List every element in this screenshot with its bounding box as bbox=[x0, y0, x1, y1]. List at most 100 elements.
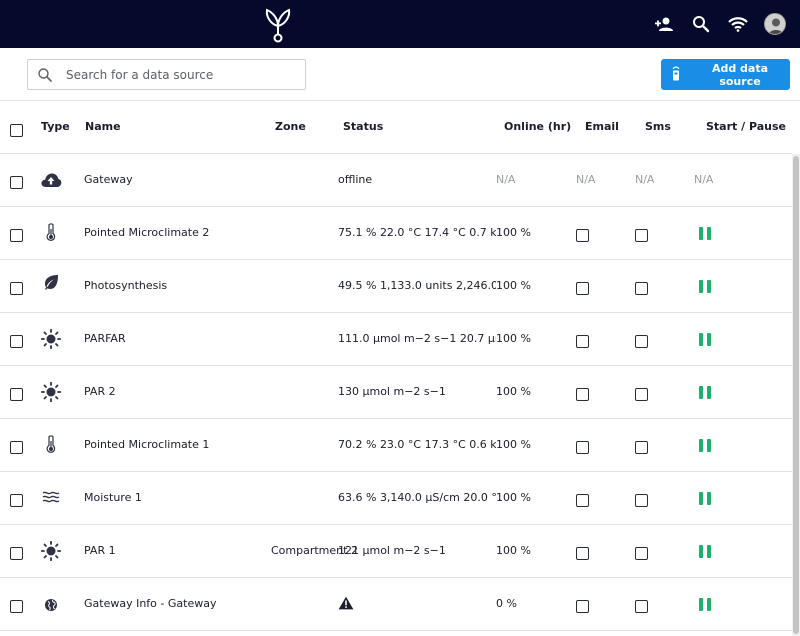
header-sms[interactable]: Sms bbox=[645, 120, 671, 133]
row-name[interactable]: Gateway bbox=[84, 173, 133, 186]
table-row[interactable]: PARFAR 111.0 µmol m−2 s−1 20.7 µm... 100… bbox=[0, 313, 792, 366]
row-name[interactable]: Photosynthesis bbox=[84, 279, 168, 292]
row-online: N/A bbox=[496, 173, 516, 186]
pause-icon[interactable] bbox=[699, 386, 711, 399]
table-row[interactable]: Pointed Microclimate 1 70.2 % 23.0 °C 17… bbox=[0, 419, 792, 472]
row-checkbox[interactable] bbox=[10, 547, 23, 560]
row-checkbox[interactable] bbox=[10, 600, 23, 613]
wifi-icon[interactable] bbox=[727, 13, 749, 35]
row-sms-checkbox[interactable] bbox=[635, 441, 648, 454]
table-header: Type Name Zone Status Online (hr) Email … bbox=[0, 101, 792, 154]
header-status[interactable]: Status bbox=[343, 120, 384, 133]
row-email-checkbox[interactable] bbox=[576, 441, 589, 454]
pause-icon[interactable] bbox=[699, 439, 711, 452]
row-checkbox[interactable] bbox=[10, 388, 23, 401]
cloud-upload-icon bbox=[40, 169, 62, 191]
waves-icon bbox=[40, 486, 62, 508]
table-row[interactable]: PAR 1 Compartment 2 121 µmol m−2 s−1 100… bbox=[0, 525, 792, 578]
select-all-checkbox[interactable] bbox=[10, 124, 23, 137]
scrollbar-thumb[interactable] bbox=[793, 156, 799, 634]
row-status: 49.5 % 1,133.0 units 2,246.0 ... bbox=[338, 279, 496, 292]
header-zone[interactable]: Zone bbox=[275, 120, 306, 133]
row-sms-checkbox[interactable] bbox=[635, 388, 648, 401]
toolbar: Add data source bbox=[0, 48, 800, 101]
row-status: 63.6 % 3,140.0 µS/cm 20.0 °C... bbox=[338, 491, 496, 504]
row-email-checkbox[interactable] bbox=[576, 600, 589, 613]
row-email-checkbox[interactable] bbox=[576, 335, 589, 348]
row-name[interactable]: Gateway Info - Gateway bbox=[84, 597, 217, 610]
sun-icon bbox=[40, 381, 62, 403]
add-data-source-button[interactable]: Add data source bbox=[661, 59, 790, 90]
pause-icon[interactable] bbox=[699, 598, 711, 611]
sun-icon bbox=[40, 328, 62, 350]
table-row[interactable]: Photosynthesis 49.5 % 1,133.0 units 2,24… bbox=[0, 260, 792, 313]
search-icon[interactable] bbox=[690, 13, 712, 35]
table-row[interactable]: Pointed Microclimate 2 75.1 % 22.0 °C 17… bbox=[0, 207, 792, 260]
table-row[interactable]: PAR 2 130 µmol m−2 s−1 100 % bbox=[0, 366, 792, 419]
row-name[interactable]: Moisture 1 bbox=[84, 491, 142, 504]
header-start-pause[interactable]: Start / Pause bbox=[706, 120, 786, 133]
row-name[interactable]: PARFAR bbox=[84, 332, 126, 345]
row-name[interactable]: Pointed Microclimate 2 bbox=[84, 226, 210, 239]
row-sms-checkbox[interactable] bbox=[635, 229, 648, 242]
pause-icon[interactable] bbox=[699, 545, 711, 558]
header-type[interactable]: Type bbox=[41, 120, 70, 133]
thermometer-icon bbox=[40, 221, 62, 243]
row-online: 100 % bbox=[496, 544, 531, 557]
row-email-checkbox[interactable] bbox=[576, 547, 589, 560]
row-status: 75.1 % 22.0 °C 17.4 °C 0.7 kPa... bbox=[338, 226, 496, 239]
search-input[interactable] bbox=[66, 65, 296, 85]
pause-icon[interactable] bbox=[699, 333, 711, 346]
row-sms-checkbox[interactable] bbox=[635, 335, 648, 348]
row-email-checkbox[interactable] bbox=[576, 388, 589, 401]
header-email[interactable]: Email bbox=[585, 120, 619, 133]
row-online: 100 % bbox=[496, 226, 531, 239]
row-email-checkbox[interactable] bbox=[576, 282, 589, 295]
thermometer-icon bbox=[40, 433, 62, 455]
row-checkbox[interactable] bbox=[10, 494, 23, 507]
row-checkbox[interactable] bbox=[10, 229, 23, 242]
row-sms-checkbox[interactable] bbox=[635, 547, 648, 560]
table-row[interactable]: Moisture 1 63.6 % 3,140.0 µS/cm 20.0 °C.… bbox=[0, 472, 792, 525]
row-name[interactable]: PAR 2 bbox=[84, 385, 116, 398]
row-email-checkbox[interactable] bbox=[576, 494, 589, 507]
table-row[interactable]: Gateway Info - Gateway 0 % bbox=[0, 578, 792, 631]
search-icon bbox=[37, 67, 53, 83]
add-user-icon[interactable] bbox=[653, 13, 675, 35]
row-email: N/A bbox=[576, 173, 596, 186]
add-data-source-label: Add data source bbox=[711, 61, 769, 88]
row-online: 100 % bbox=[496, 332, 531, 345]
top-bar bbox=[0, 0, 800, 48]
row-online: 100 % bbox=[496, 438, 531, 451]
avatar[interactable] bbox=[764, 13, 786, 35]
row-online: 0 % bbox=[496, 597, 517, 610]
sun-icon bbox=[40, 540, 62, 562]
row-checkbox[interactable] bbox=[10, 441, 23, 454]
row-name[interactable]: PAR 1 bbox=[84, 544, 116, 557]
row-online: 100 % bbox=[496, 491, 531, 504]
header-name[interactable]: Name bbox=[85, 120, 121, 133]
row-sms-checkbox[interactable] bbox=[635, 494, 648, 507]
leaf-icon bbox=[40, 271, 62, 293]
row-start: N/A bbox=[694, 173, 714, 186]
row-name[interactable]: Pointed Microclimate 1 bbox=[84, 438, 210, 451]
remote-device-icon bbox=[671, 65, 681, 84]
pause-icon[interactable] bbox=[699, 492, 711, 505]
row-status: offline bbox=[338, 173, 373, 186]
search-box[interactable] bbox=[27, 59, 306, 90]
row-checkbox[interactable] bbox=[10, 282, 23, 295]
row-status: 121 µmol m−2 s−1 bbox=[338, 544, 446, 557]
row-email-checkbox[interactable] bbox=[576, 229, 589, 242]
row-sms-checkbox[interactable] bbox=[635, 600, 648, 613]
row-checkbox[interactable] bbox=[10, 176, 23, 189]
header-online[interactable]: Online (hr) bbox=[504, 120, 572, 133]
row-checkbox[interactable] bbox=[10, 335, 23, 348]
sprout-logo-icon[interactable] bbox=[264, 4, 292, 44]
table-row[interactable]: Gateway offline N/A N/A N/A N/A bbox=[0, 154, 792, 207]
row-status: 70.2 % 23.0 °C 17.3 °C 0.6 kPa... bbox=[338, 438, 496, 451]
warning-icon bbox=[338, 596, 354, 611]
pause-icon[interactable] bbox=[699, 227, 711, 240]
pause-icon[interactable] bbox=[699, 280, 711, 293]
row-sms-checkbox[interactable] bbox=[635, 282, 648, 295]
row-status: 130 µmol m−2 s−1 bbox=[338, 385, 446, 398]
